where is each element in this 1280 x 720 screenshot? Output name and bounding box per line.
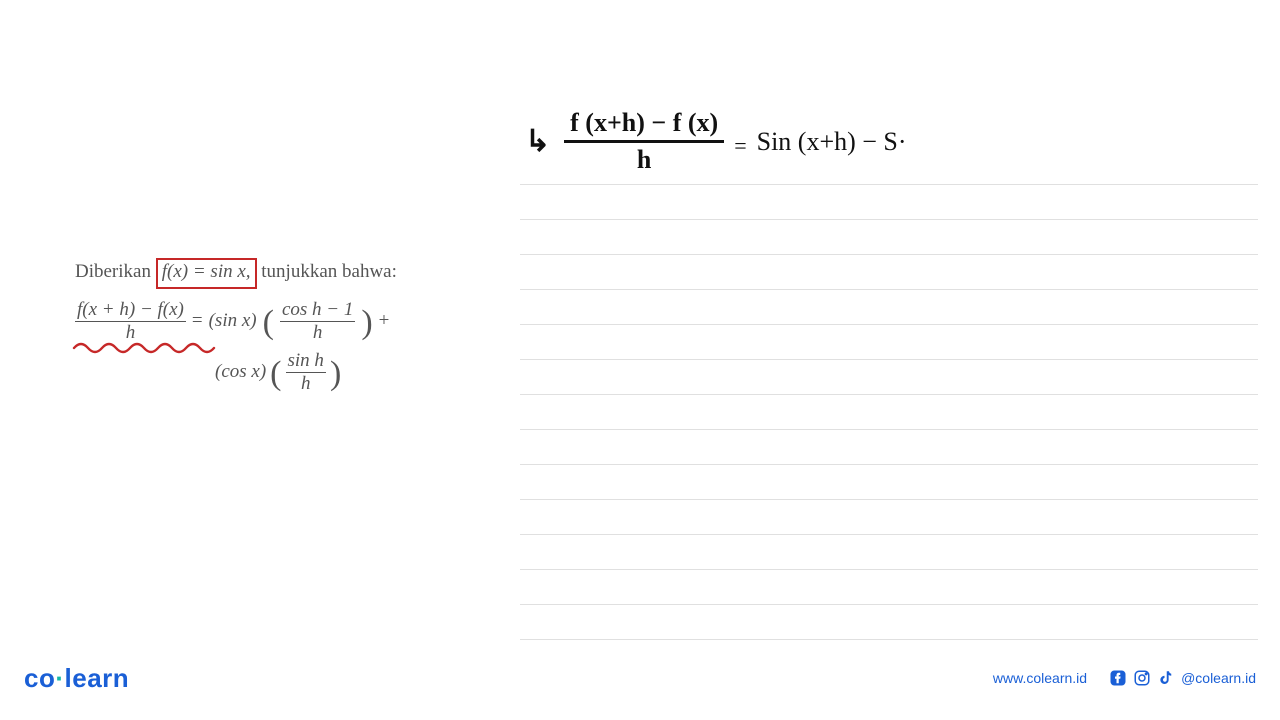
website-url: www.colearn.id: [993, 670, 1087, 686]
social-block: @colearn.id: [1109, 669, 1256, 687]
problem-equation: f(x + h) − f(x) h = (sin x) ( cos h − 1 …: [75, 299, 455, 344]
brand-logo: co·learn: [24, 663, 129, 694]
rhs1-fraction: cos h − 1 h: [280, 299, 355, 344]
ruled-line: [520, 465, 1258, 500]
highlighted-function: f(x) = sin x,: [156, 258, 257, 289]
hand-rhs: Sin (x+h) − S·: [757, 127, 907, 157]
problem-statement: Diberikan f(x) = sin x, tunjukkan bahwa:…: [75, 258, 455, 395]
lhs-fraction: f(x + h) − f(x) h: [75, 299, 186, 344]
hand-lhs-denominator: h: [564, 143, 724, 175]
tiktok-icon: [1157, 669, 1175, 687]
logo-dot: ·: [55, 663, 64, 693]
hand-equals: =: [734, 133, 746, 159]
social-handle: @colearn.id: [1181, 670, 1256, 686]
ruled-line: [520, 255, 1258, 290]
rhs2-fraction: sin h h: [286, 350, 326, 395]
red-squiggle-underline: [72, 340, 217, 354]
ruled-line: [520, 430, 1258, 465]
ruled-line: [520, 325, 1258, 360]
ruled-line: [520, 360, 1258, 395]
footer: co·learn www.colearn.id: [0, 658, 1280, 698]
problem-suffix: tunjukkan bahwa:: [261, 261, 397, 282]
ruled-line: [520, 605, 1258, 640]
rhs1-prefix: (sin x): [209, 310, 257, 332]
rhs1-denominator: h: [280, 322, 355, 344]
facebook-icon: [1109, 669, 1127, 687]
ruled-line: [520, 395, 1258, 430]
instagram-icon: [1133, 669, 1151, 687]
lhs-numerator: f(x + h) − f(x): [75, 299, 186, 322]
ruled-line: [520, 535, 1258, 570]
logo-part-b: learn: [65, 663, 130, 693]
equals-sign: =: [192, 310, 203, 332]
rhs2-prefix: (cos x): [215, 361, 266, 383]
rhs2-denominator: h: [286, 373, 326, 395]
ruled-line: [520, 500, 1258, 535]
ruled-line: [520, 290, 1258, 325]
problem-equation-cont: (cos x) ( sin h h ): [215, 350, 455, 395]
ruled-line: [520, 185, 1258, 220]
hand-lhs-numerator: f (x+h) − f (x): [564, 108, 724, 143]
hand-lhs-fraction: f (x+h) − f (x) h: [564, 108, 724, 175]
problem-line-1: Diberikan f(x) = sin x, tunjukkan bahwa:: [75, 258, 455, 289]
ruled-line: [520, 220, 1258, 255]
rhs2-numerator: sin h: [286, 350, 326, 373]
ruled-line: [520, 570, 1258, 605]
handwritten-working: ↳ f (x+h) − f (x) h = Sin (x+h) − S·: [525, 108, 907, 175]
rhs1-numerator: cos h − 1: [280, 299, 355, 322]
logo-part-a: co: [24, 663, 55, 693]
problem-prefix: Diberikan: [75, 261, 151, 282]
ruled-notebook-lines: [520, 150, 1258, 640]
arrow-icon: ↳: [525, 124, 550, 159]
footer-right: www.colearn.id: [993, 669, 1256, 687]
plus-sign: +: [379, 310, 390, 332]
